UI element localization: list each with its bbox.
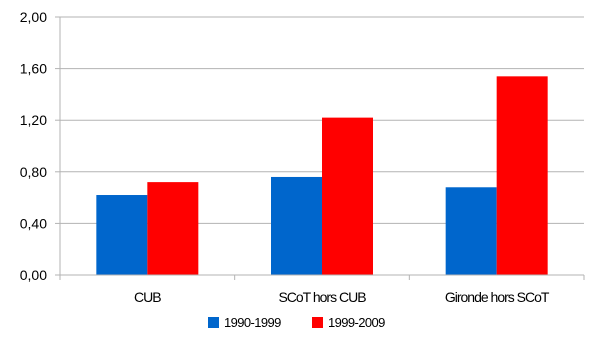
bar-1999-2009-SCoT hors CUB (322, 117, 373, 276)
legend-label: 1999-2009 (328, 315, 385, 330)
x-tick-label: SCoT hors CUB (278, 289, 366, 305)
x-tick-label: Gironde hors SCoT (445, 289, 550, 305)
y-tick-label: 0,80 (20, 164, 47, 180)
bar-1990-1999-SCoT hors CUB (271, 176, 322, 275)
legend-swatch (312, 317, 323, 328)
bar-1999-2009-CUB (147, 182, 199, 275)
y-tick-label: 2,00 (20, 9, 47, 25)
y-tick-label: 1,20 (20, 112, 47, 128)
legend-swatch (208, 317, 219, 328)
bar-1999-2009-Gironde hors SCoT (496, 76, 548, 275)
legend: 1990-1999 1999-2009 (208, 315, 386, 330)
y-tick-label: 0,00 (20, 267, 47, 283)
bar-1990-1999-CUB (96, 195, 148, 275)
bars (96, 76, 548, 276)
y-tick-label: 0,40 (20, 215, 47, 231)
bar-1990-1999-Gironde hors SCoT (445, 187, 497, 275)
x-tick-label: CUB (134, 289, 161, 305)
axes: 0,00 0,40 0,80 1,20 1,60 2,00 CUB SCoT hors CUB… (20, 9, 585, 305)
legend-label: 1990-1999 (224, 315, 281, 330)
y-tick-label: 1,60 (20, 61, 47, 77)
